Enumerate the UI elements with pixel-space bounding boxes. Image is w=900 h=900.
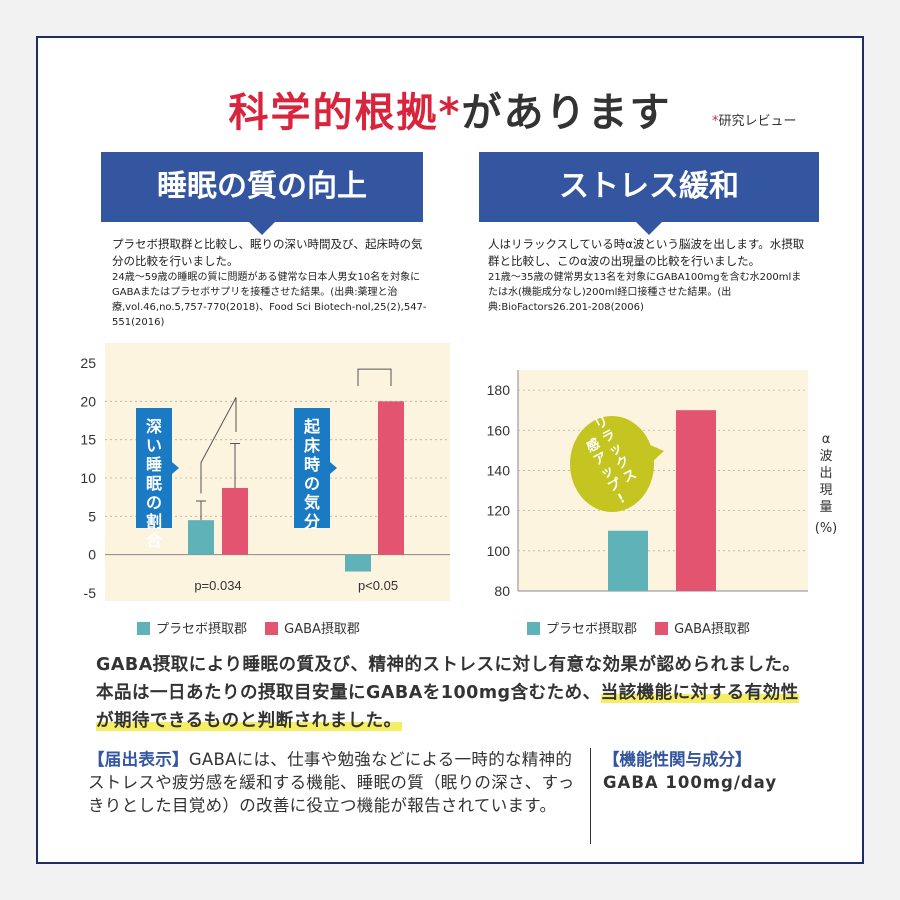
p-value-label: p<0.05 — [358, 578, 398, 593]
y-tick-label: 5 — [88, 508, 96, 524]
y-tick-label: 180 — [487, 382, 511, 398]
legend-gaba-swatch — [655, 622, 669, 635]
notice-body: GABAには、仕事や勉強などによる一時的な精神的ストレスや疲労感を緩和する機能、… — [88, 750, 575, 815]
callout-arrow — [172, 462, 179, 474]
callout-arrow — [330, 462, 337, 474]
functional-value: GABA 100mg/day — [603, 773, 778, 792]
legend-placebo: プラセボ摂取郡 — [137, 622, 247, 637]
stress-banner: ストレス緩和 — [479, 152, 819, 235]
placebo-bar — [188, 520, 214, 555]
notice-head: 【届出表示】 — [88, 750, 189, 769]
sleep-desc-main: プラセボ摂取群と比較し、眠りの深い時間及び、起床時の気分の比較を行いました。 — [112, 237, 423, 268]
y-tick-label: 100 — [487, 543, 511, 559]
p-value-label: p=0.034 — [194, 578, 241, 593]
callout-label: 起床時の気分 — [303, 417, 321, 531]
placebo-bar — [345, 554, 371, 572]
gaba-bar — [676, 410, 716, 591]
summary-text: GABA摂取により睡眠の質及び、精神的ストレスに対し有意な効果が認められました。… — [96, 651, 816, 735]
page-title: 科学的根拠*があります — [0, 80, 900, 138]
y-tick-label: 10 — [80, 470, 96, 486]
legend-gaba-swatch — [265, 622, 279, 635]
callout-box — [136, 408, 172, 528]
legend-placebo: プラセボ摂取郡 — [527, 622, 637, 637]
y-tick-label: 25 — [80, 355, 96, 371]
stress-desc-main: 人はリラックスしている時α波という脳波を出します。水摂取群と比較し、このα波の出… — [488, 237, 805, 268]
significance-bracket — [200, 397, 237, 494]
stress-desc-sub: 21歳～35歳の健常男女13名を対象にGABA100mgを含む水200mlまたは… — [488, 272, 802, 313]
title-note-text: 研究レビュー — [718, 114, 797, 129]
legend-placebo-swatch — [137, 622, 150, 635]
y-tick-label: 160 — [487, 422, 511, 438]
title-red: 科学的根拠* — [228, 90, 462, 136]
y-axis-label: α 波出現量 — [819, 432, 832, 515]
title-note-asterisk: * — [712, 114, 719, 129]
sleep-desc-sub: 24歳～59歳の睡眠の質に問題がある健常な日本人男女10名を対象にGABAまたは… — [112, 272, 427, 328]
functional-ingredient: 【機能性関与成分】 GABA 100mg/day — [603, 748, 777, 794]
callout-label: 深い睡眠の割合 — [146, 417, 163, 550]
gaba-bar — [378, 401, 404, 555]
legend-gaba: GABA摂取郡 — [655, 622, 750, 637]
divider — [590, 748, 591, 844]
title-note: *研究レビュー — [712, 110, 797, 129]
stress-description: 人はリラックスしている時α波という脳波を出します。水摂取群と比較し、このα波の出… — [488, 236, 810, 315]
callout-box — [294, 408, 330, 528]
notice-text: 【届出表示】GABAには、仕事や勉強などによる一時的な精神的ストレスや疲労感を緩… — [88, 748, 588, 817]
y-tick-label: -5 — [84, 585, 97, 601]
significance-bracket — [357, 368, 392, 386]
title-dark: があります — [461, 90, 672, 136]
y-tick-label: 20 — [80, 393, 96, 409]
sleep-legend: プラセボ摂取郡 GABA摂取郡 — [137, 618, 374, 637]
y-tick-label: 120 — [487, 503, 511, 519]
legend-placebo-swatch — [527, 622, 540, 635]
summary-part1: GABA摂取により睡眠の質及び、精神的ストレスに対し有意な効果が認められました。… — [96, 655, 801, 703]
bubble-tail — [648, 444, 664, 464]
y-tick-label: 15 — [80, 432, 96, 448]
sleep-chart: -5 0 5 10 15 20 25 p=0.034 p<0.05 深い睡眠の割合 起床時の気分 — [80, 343, 450, 601]
stress-legend: プラセボ摂取郡 GABA摂取郡 — [527, 618, 764, 637]
y-tick-label: 140 — [487, 462, 511, 478]
sleep-description: プラセボ摂取群と比較し、眠りの深い時間及び、起床時の気分の比較を行いました。 2… — [112, 236, 430, 330]
legend-gaba: GABA摂取郡 — [265, 622, 360, 637]
relax-bubble — [570, 416, 654, 512]
functional-head: 【機能性関与成分】 — [603, 750, 752, 769]
y-axis-unit: (%) — [815, 521, 838, 536]
stress-plot-area — [518, 370, 808, 591]
placebo-bar — [608, 530, 648, 591]
y-tick-label: 0 — [88, 547, 96, 563]
sleep-banner: 睡眠の質の向上 — [101, 152, 423, 235]
gaba-bar — [222, 487, 248, 555]
y-tick-label: 80 — [494, 583, 510, 599]
